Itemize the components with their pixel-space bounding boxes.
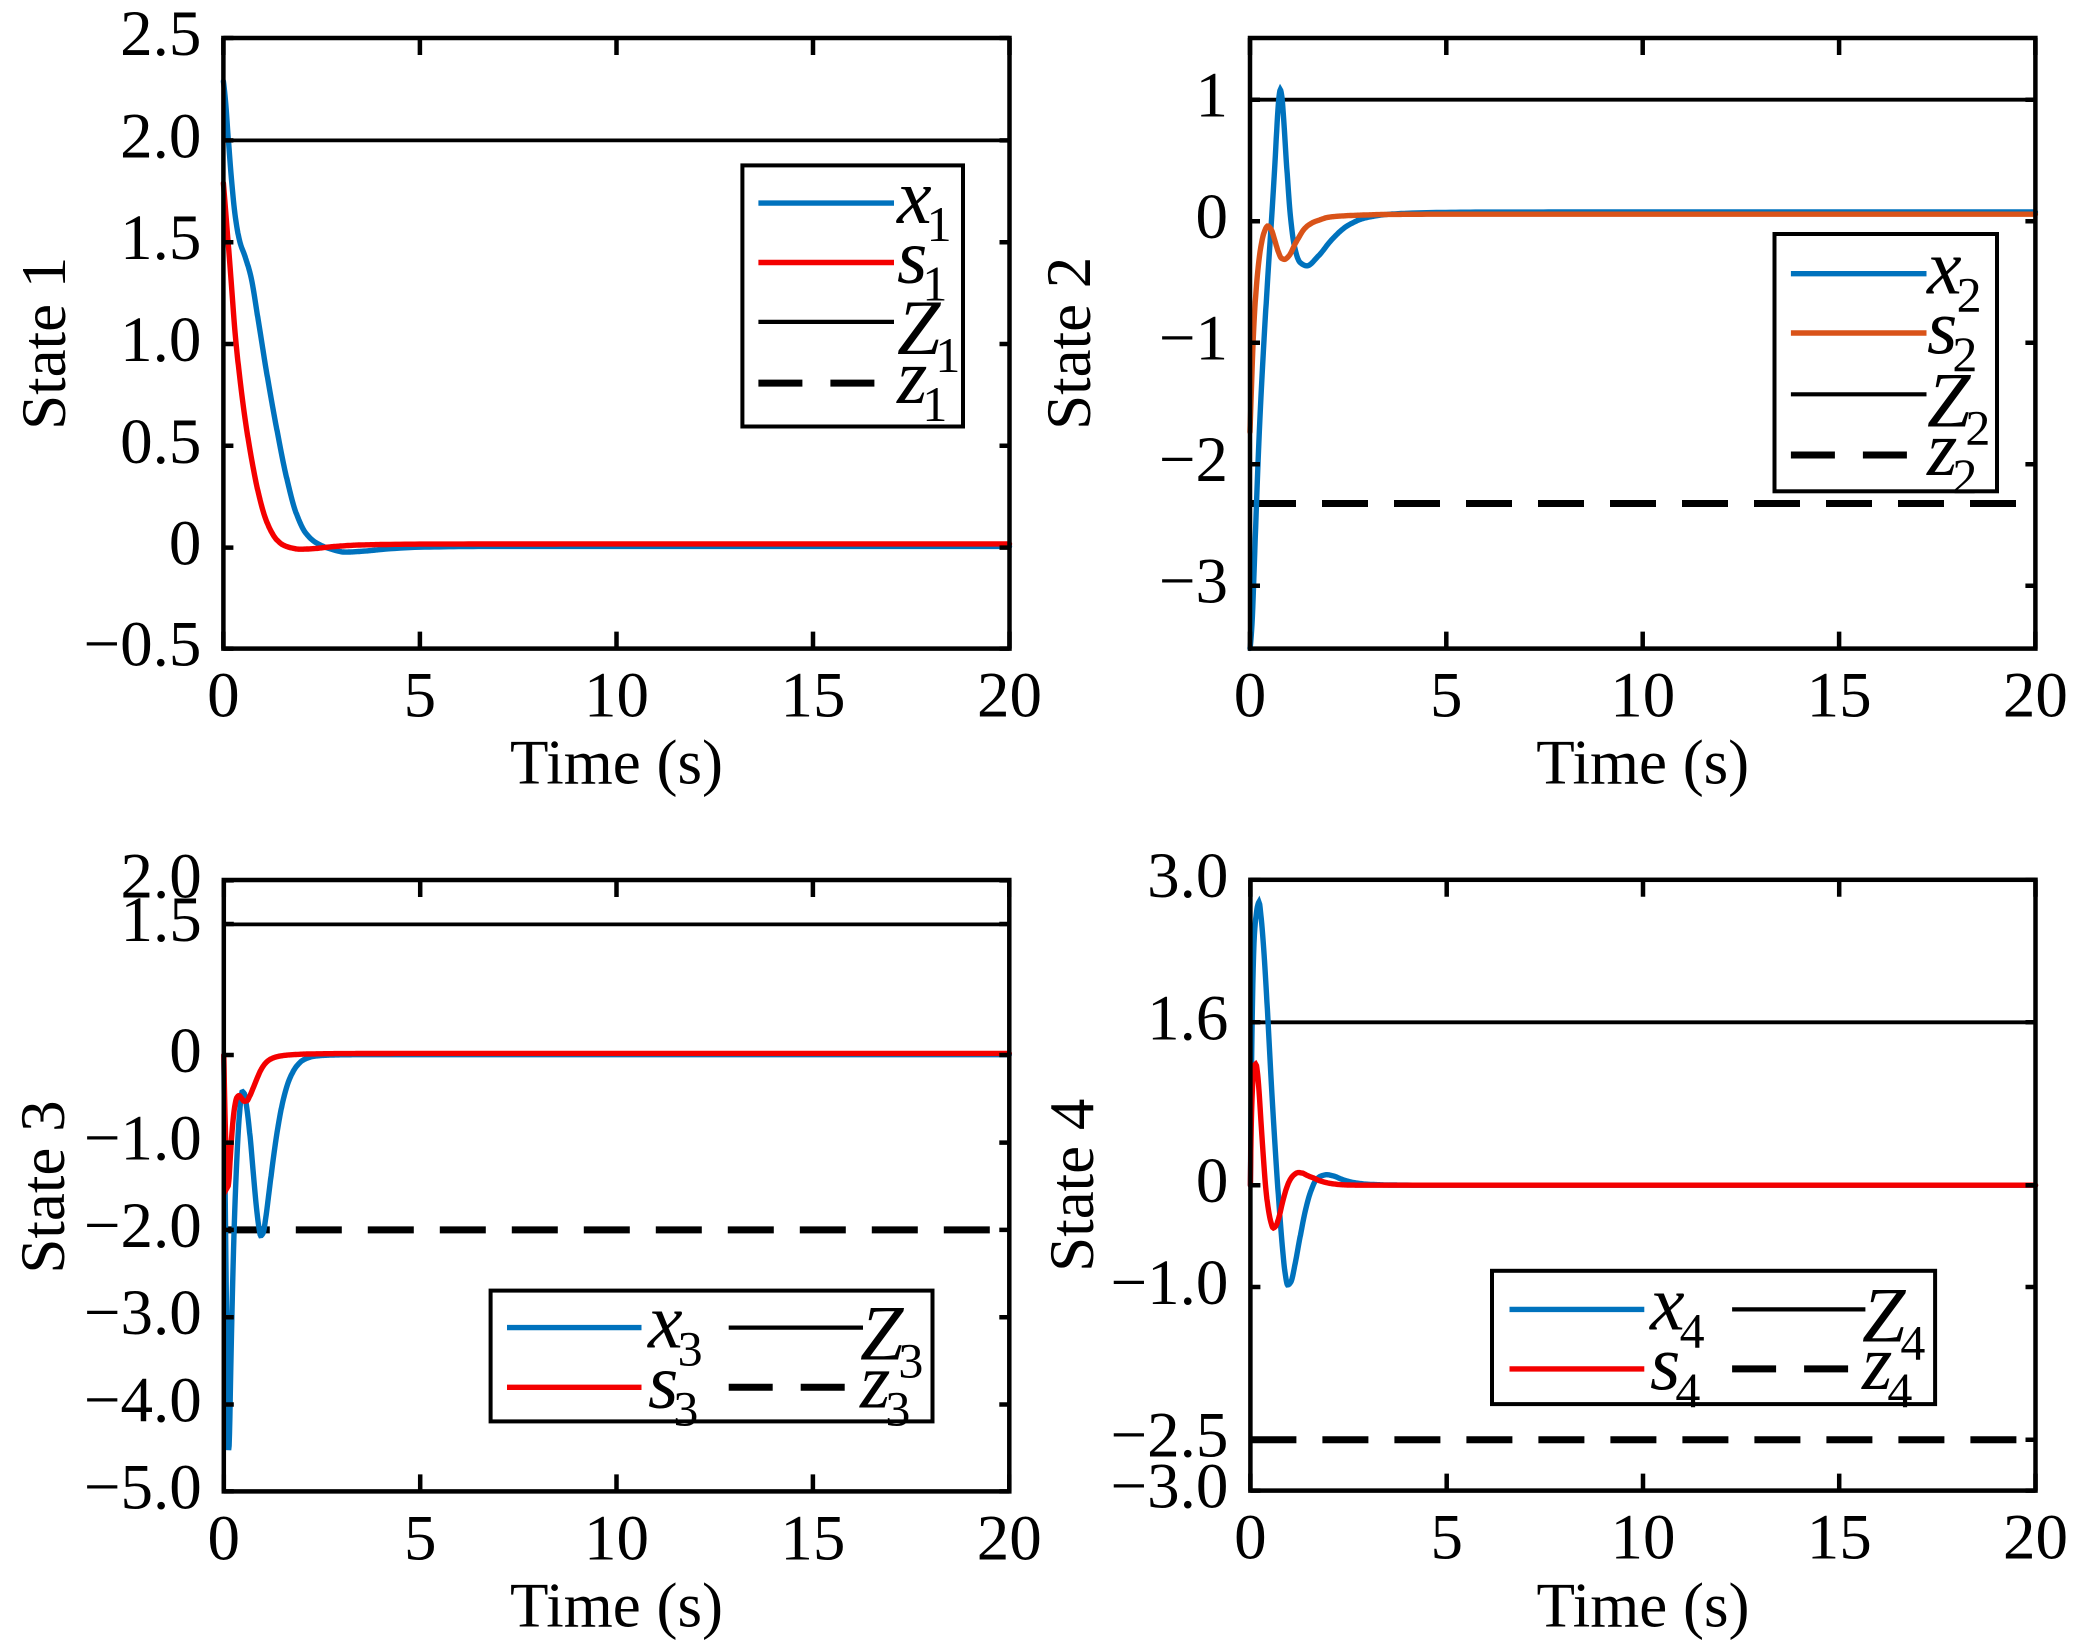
svg-text:z4: z4: [1861, 1319, 1912, 1418]
svg-text:2.0: 2.0: [120, 100, 201, 172]
svg-text:0: 0: [207, 660, 240, 732]
svg-text:10: 10: [1610, 660, 1675, 732]
svg-text:Time (s): Time (s): [510, 1570, 723, 1640]
svg-text:−4.0: −4.0: [84, 1365, 202, 1437]
svg-text:2.5: 2.5: [120, 0, 201, 70]
svg-text:5: 5: [404, 1502, 437, 1574]
svg-text:1.5: 1.5: [121, 884, 202, 956]
svg-text:20: 20: [2003, 660, 2068, 732]
svg-text:20: 20: [977, 660, 1042, 732]
svg-text:−3: −3: [1159, 546, 1228, 618]
svg-text:0: 0: [1196, 1145, 1229, 1217]
svg-text:x3: x3: [647, 1278, 703, 1377]
svg-text:1: 1: [1196, 60, 1229, 132]
svg-text:Time (s): Time (s): [510, 727, 723, 797]
svg-text:15: 15: [781, 660, 846, 732]
svg-text:2.0: 2.0: [121, 840, 202, 912]
svg-text:−2.5: −2.5: [1110, 1400, 1228, 1472]
svg-text:State 3: State 3: [8, 1100, 78, 1273]
svg-text:State 1: State 1: [9, 257, 79, 430]
svg-text:−5.0: −5.0: [84, 1451, 202, 1523]
svg-text:5: 5: [1430, 1502, 1463, 1574]
svg-text:−1: −1: [1159, 303, 1228, 375]
svg-text:−1.0: −1.0: [1110, 1247, 1228, 1319]
svg-text:−3.0: −3.0: [1110, 1451, 1228, 1523]
svg-text:1.0: 1.0: [120, 304, 201, 376]
svg-text:State 2: State 2: [1034, 257, 1104, 430]
svg-text:20: 20: [977, 1502, 1042, 1574]
svg-text:Time (s): Time (s): [1536, 727, 1749, 797]
svg-text:0: 0: [1234, 660, 1267, 732]
svg-text:−1.0: −1.0: [84, 1103, 202, 1175]
svg-text:10: 10: [584, 660, 649, 732]
svg-text:Z2: Z2: [1927, 356, 1990, 455]
svg-text:5: 5: [1430, 660, 1463, 732]
svg-text:10: 10: [584, 1502, 649, 1574]
svg-text:Time (s): Time (s): [1537, 1570, 1750, 1640]
svg-text:State 4: State 4: [1037, 1099, 1107, 1272]
svg-text:−2.0: −2.0: [84, 1190, 202, 1262]
svg-text:20: 20: [2003, 1502, 2068, 1574]
svg-text:10: 10: [1611, 1502, 1676, 1574]
svg-text:0: 0: [169, 1015, 202, 1087]
svg-text:−3.0: −3.0: [84, 1277, 202, 1349]
svg-text:15: 15: [780, 1502, 845, 1574]
svg-text:0: 0: [1196, 181, 1229, 253]
svg-text:0.5: 0.5: [120, 406, 201, 478]
svg-text:15: 15: [1807, 1502, 1872, 1574]
svg-text:−2: −2: [1159, 424, 1228, 496]
svg-text:0: 0: [1234, 1502, 1267, 1574]
svg-text:3.0: 3.0: [1147, 840, 1228, 912]
svg-text:5: 5: [404, 660, 437, 732]
svg-text:0: 0: [208, 1502, 241, 1574]
svg-text:−0.5: −0.5: [83, 609, 201, 681]
svg-text:1.5: 1.5: [120, 202, 201, 274]
svg-text:0: 0: [169, 508, 202, 580]
svg-text:15: 15: [1807, 660, 1872, 732]
svg-text:1.6: 1.6: [1147, 982, 1228, 1054]
